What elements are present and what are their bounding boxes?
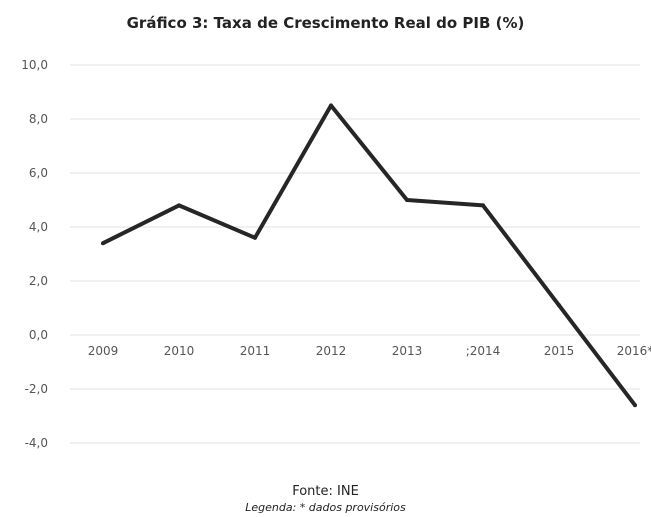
x-tick-label: ;2014 [466,344,501,358]
data-point [557,303,561,308]
x-tick-label: 2013 [392,344,423,358]
gridlines [70,64,640,444]
series-line [102,103,637,407]
data-point [633,403,637,408]
y-tick-label: 6,0 [29,166,48,180]
data-point [177,203,181,208]
x-tick-label: 2010 [164,344,195,358]
x-tick-label: 2015 [544,344,575,358]
y-tick-label: 4,0 [29,220,48,234]
y-axis-ticks: 10,0 8,0 6,0 4,0 2,0 0,0 -2,0 -4,0 [21,58,48,450]
y-tick-label: -2,0 [25,382,48,396]
y-tick-label: 2,0 [29,274,48,288]
data-point [481,203,485,208]
x-tick-label: 2012 [316,344,347,358]
y-tick-label: 10,0 [21,58,48,72]
x-tick-label: 2011 [240,344,271,358]
source-note: Fonte: INE [292,484,359,499]
y-tick-label: 0,0 [29,328,48,342]
x-tick-label: 2009 [88,344,119,358]
x-axis-ticks: 2009 2010 2011 2012 2013 ;2014 2015 2016* [88,344,651,358]
data-point [253,235,257,240]
y-tick-label: -4,0 [25,436,48,450]
legend-note: Legenda: * dados provisórios [245,501,406,514]
data-point [405,198,409,202]
chart-title: Gráfico 3: Taxa de Crescimento Real do P… [126,14,525,32]
x-tick-label: 2016* [617,344,651,358]
data-point [329,103,333,108]
series-layer [101,103,637,408]
y-tick-label: 8,0 [29,112,48,126]
data-point [101,241,105,246]
